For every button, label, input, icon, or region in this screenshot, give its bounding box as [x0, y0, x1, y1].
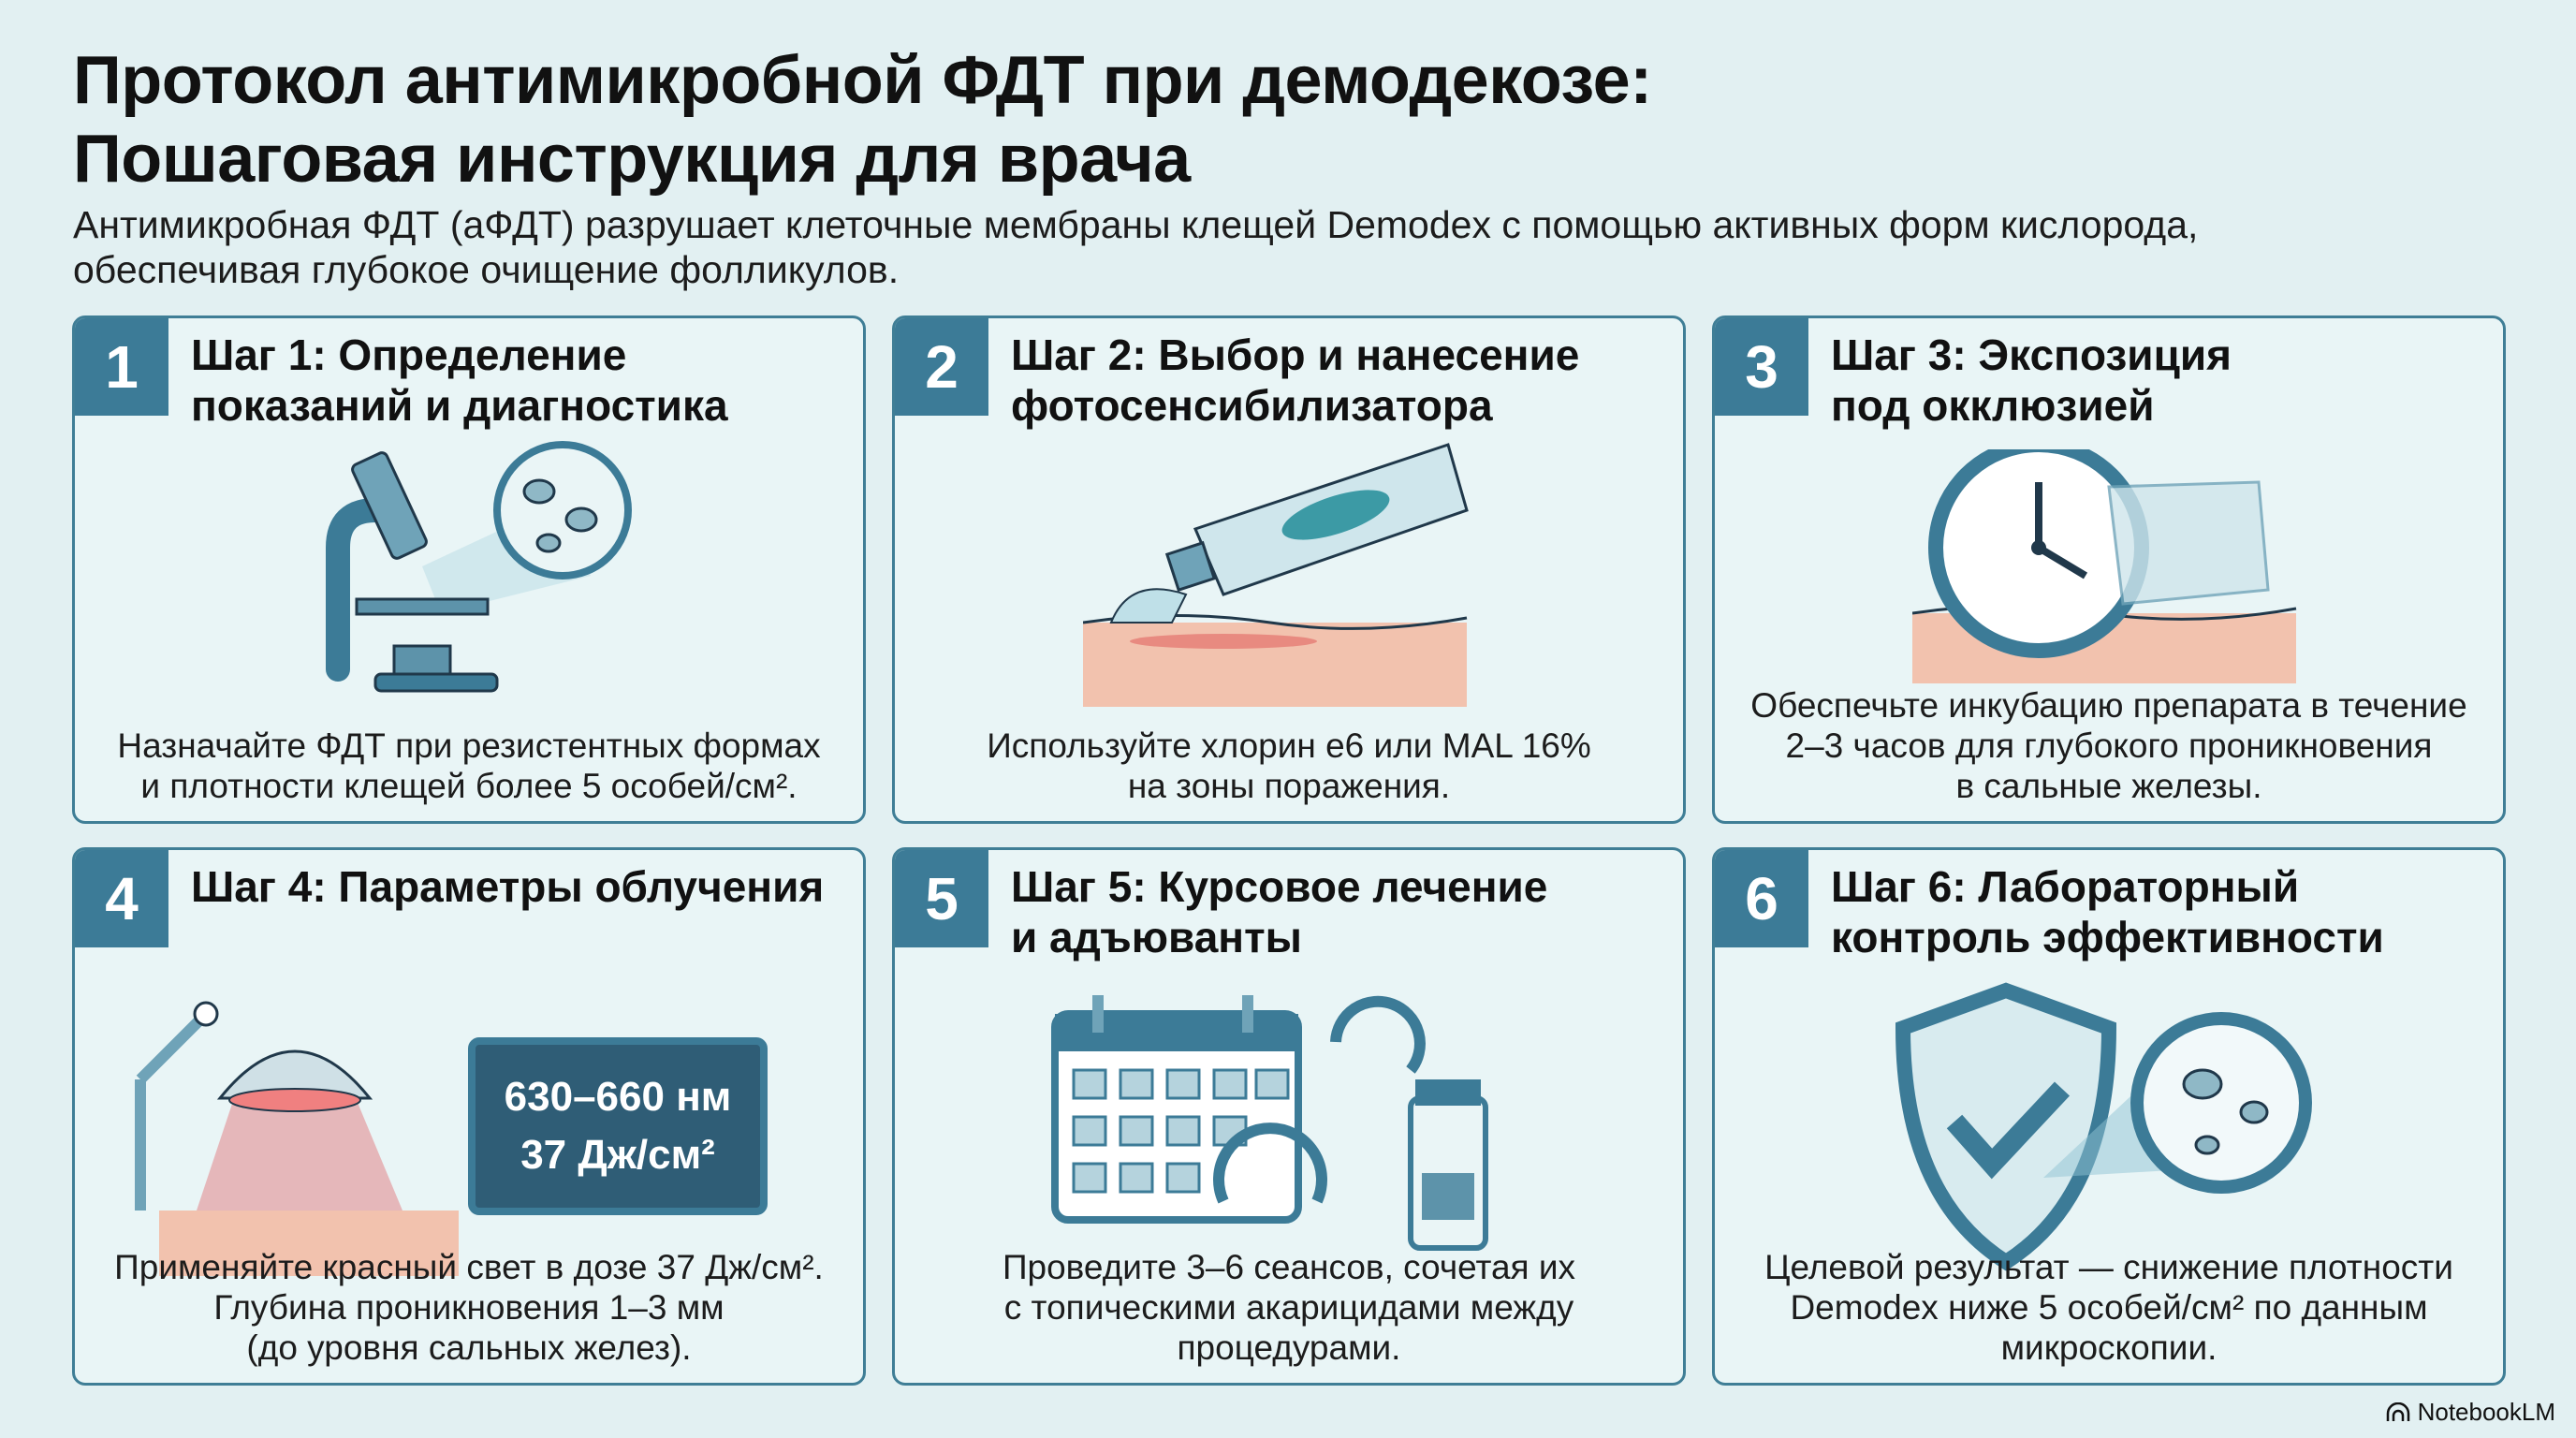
wavelength-dose-display: 630–660 нм 37 Дж/см²: [468, 1037, 768, 1215]
step-card-2: 2 Шаг 2: Выбор и нанесение фотосенсибилиз…: [892, 315, 1686, 824]
step-heading: Шаг 2: Выбор и нанесение фотосенсибилизат…: [1011, 330, 1580, 430]
step-number: 5: [895, 850, 988, 947]
shield-check-icon: [1715, 976, 2503, 1276]
step-card-6: 6 Шаг 6: Лабораторный контроль эффективно…: [1712, 847, 2506, 1386]
step-number: 2: [895, 318, 988, 416]
step-description: Используйте хлорин е6 или MAL 16% на зоны…: [987, 726, 1591, 805]
step-card-1: 1 Шаг 1: Определение показаний и диагност…: [72, 315, 866, 824]
step-description: Применяйте красный свет в дозе 37 Дж/см²…: [114, 1248, 824, 1367]
step-heading: Шаг 1: Определение показаний и диагностик…: [191, 330, 728, 430]
step-heading: Шаг 6: Лабораторный контроль эффективност…: [1831, 862, 2384, 961]
cream-tube-icon: [895, 431, 1683, 712]
step-description: Обеспечьте инкубацию препарата в течение…: [1750, 686, 2467, 805]
step-description: Проведите 3–6 сеансов, сочетая их с топич…: [1002, 1248, 1576, 1367]
step-card-4: 4 Шаг 4: Параметры облучения 630–660 нм …: [72, 847, 866, 1386]
step-number: 6: [1715, 850, 1808, 947]
lamp-icon: 630–660 нм 37 Дж/см²: [75, 976, 863, 1276]
page-subtitle: Антимикробная ФДТ (аФДТ) разрушает клето…: [73, 203, 2199, 291]
step-heading: Шаг 3: Экспозиция под окклюзией: [1831, 330, 2232, 430]
microscope-icon: [75, 431, 863, 712]
step-number: 4: [75, 850, 168, 947]
step-card-5: 5 Шаг 5: Курсовое лечение и адъюванты Про…: [892, 847, 1686, 1386]
notebooklm-logo: NotebookLM: [2386, 1398, 2555, 1427]
step-heading: Шаг 5: Курсовое лечение и адъюванты: [1011, 862, 1548, 961]
step-description: Назначайте ФДТ при резистентных формах и …: [117, 726, 821, 805]
step-description: Целевой результат — снижение плотности De…: [1764, 1248, 2453, 1367]
calendar-icon: [895, 976, 1683, 1276]
clock-icon: [1715, 449, 2503, 683]
step-card-3: 3 Шаг 3: Экспозиция под окклюзией Обеспеч…: [1712, 315, 2506, 824]
notebooklm-icon: [2386, 1401, 2409, 1421]
step-number: 1: [75, 318, 168, 416]
step-number: 3: [1715, 318, 1808, 416]
step-heading: Шаг 4: Параметры облучения: [191, 862, 825, 911]
steps-grid: 1 Шаг 1: Определение показаний и диагност…: [72, 315, 2506, 1386]
page-title: Протокол антимикробной ФДТ при демодекоз…: [73, 43, 1652, 197]
